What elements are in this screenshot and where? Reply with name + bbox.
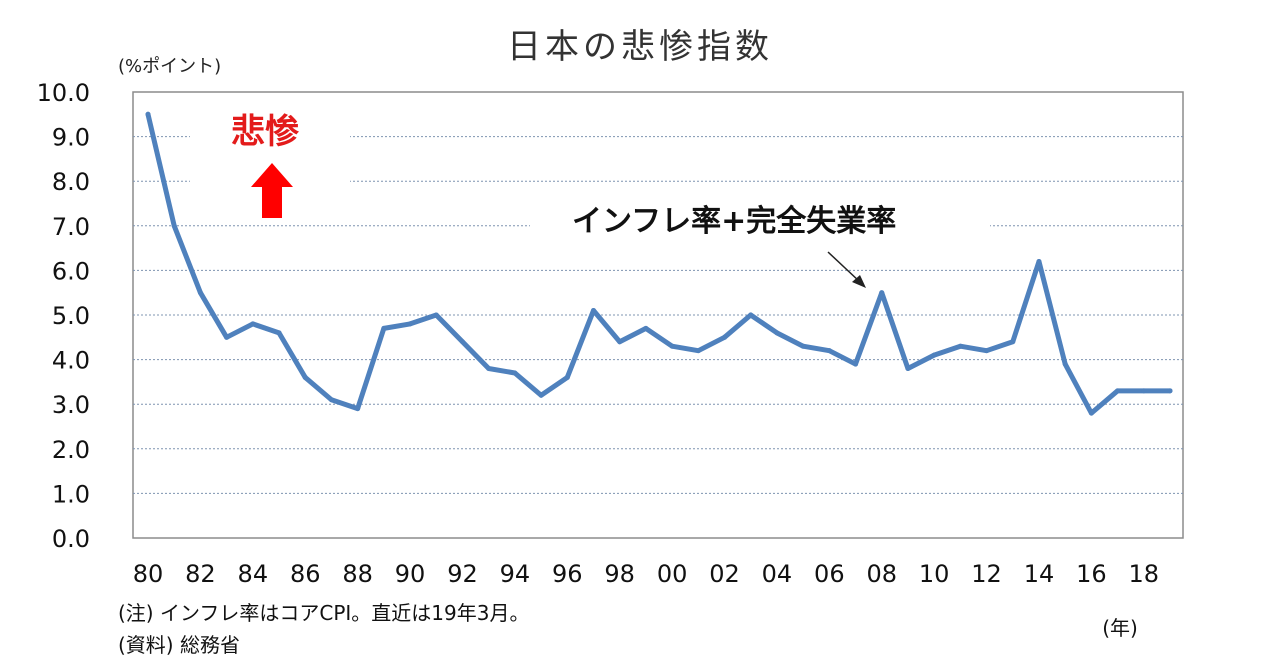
y-tick-label: 2.0 <box>52 436 90 464</box>
x-tick-label: 16 <box>1076 560 1107 588</box>
data-point <box>328 397 334 403</box>
data-point <box>774 330 780 336</box>
note-source-cpi: (注) インフレ率はコアCPI。直近は19年3月。 <box>118 601 529 625</box>
data-point <box>276 330 282 336</box>
data-point <box>459 339 465 345</box>
data-point <box>1115 388 1121 394</box>
x-tick-label: 10 <box>919 560 950 588</box>
data-point <box>643 325 649 331</box>
x-tick-label: 02 <box>709 560 740 588</box>
note-source: (資料) 総務省 <box>118 633 240 657</box>
x-tick-label: 14 <box>1024 560 1055 588</box>
data-point <box>486 366 492 372</box>
data-point <box>1141 388 1147 394</box>
x-tick-label: 80 <box>133 560 164 588</box>
data-point <box>197 290 203 296</box>
data-point <box>381 325 387 331</box>
x-tick-label: 06 <box>814 560 845 588</box>
x-tick-label: 98 <box>604 560 635 588</box>
data-point <box>1167 388 1173 394</box>
y-tick-label: 1.0 <box>52 480 90 508</box>
misery-label: 悲惨 <box>231 112 300 152</box>
data-point <box>407 321 413 327</box>
y-axis-ticks: 0.0 1.0 2.0 3.0 4.0 5.0 6.0 7.0 8.0 9.0 10.0 <box>37 79 90 553</box>
y-tick-label: 5.0 <box>52 302 90 330</box>
data-point <box>355 406 361 412</box>
data-point <box>879 290 885 296</box>
data-point <box>1062 361 1068 367</box>
annotation-pointer <box>827 251 861 283</box>
data-point <box>1036 258 1042 264</box>
x-tick-label: 82 <box>185 560 216 588</box>
x-tick-label: 00 <box>657 560 688 588</box>
series-label-bg <box>530 195 990 250</box>
annotation-pointer-head <box>852 275 866 288</box>
y-axis-unit: (%ポイント) <box>118 56 221 77</box>
data-point <box>984 348 990 354</box>
x-tick-label: 90 <box>395 560 426 588</box>
data-point <box>590 308 596 314</box>
data-point <box>250 321 256 327</box>
y-tick-label: 7.0 <box>52 213 90 241</box>
y-tick-label: 6.0 <box>52 257 90 285</box>
data-point <box>1088 410 1094 416</box>
data-point <box>800 343 806 349</box>
y-tick-label: 4.0 <box>52 347 90 375</box>
data-point <box>957 343 963 349</box>
x-tick-label: 12 <box>971 560 1002 588</box>
data-point <box>695 348 701 354</box>
data-point <box>826 348 832 354</box>
x-axis-unit: (年) <box>1102 616 1138 640</box>
data-point <box>931 352 937 358</box>
x-tick-label: 88 <box>342 560 373 588</box>
x-tick-label: 86 <box>290 560 321 588</box>
series-layer <box>145 111 1173 416</box>
data-point <box>617 339 623 345</box>
x-tick-label: 96 <box>552 560 583 588</box>
data-point <box>302 374 308 380</box>
data-point <box>512 370 518 376</box>
x-tick-label: 04 <box>762 560 793 588</box>
x-tick-label: 18 <box>1129 560 1160 588</box>
data-point <box>145 111 151 117</box>
data-point <box>669 343 675 349</box>
series-annotation: インフレ率+完全失業率 <box>572 204 896 239</box>
x-tick-label: 92 <box>447 560 478 588</box>
chart-title: 日本の悲惨指数 <box>507 27 773 67</box>
data-point <box>224 334 230 340</box>
series-line-misery-index <box>145 111 1173 416</box>
x-tick-label: 08 <box>866 560 897 588</box>
y-tick-label: 3.0 <box>52 391 90 419</box>
data-point <box>905 366 911 372</box>
y-tick-label: 8.0 <box>52 168 90 196</box>
up-arrow-icon <box>251 163 293 218</box>
data-point <box>1010 339 1016 345</box>
data-point <box>538 392 544 398</box>
y-tick-label: 9.0 <box>52 124 90 152</box>
y-tick-label: 10.0 <box>37 79 90 107</box>
data-point <box>433 312 439 318</box>
x-tick-label: 94 <box>500 560 531 588</box>
data-point <box>722 334 728 340</box>
x-axis-ticks: 80 82 84 86 88 90 92 94 96 98 00 02 04 06 08 10 12 14 16 18 <box>133 560 1159 588</box>
data-point <box>748 312 754 318</box>
data-point <box>564 374 570 380</box>
data-point <box>853 361 859 367</box>
x-tick-label: 84 <box>238 560 269 588</box>
data-point <box>171 223 177 229</box>
y-tick-label: 0.0 <box>52 525 90 553</box>
